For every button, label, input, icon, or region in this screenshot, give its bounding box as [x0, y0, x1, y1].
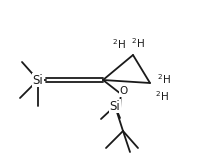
Text: O: O — [119, 86, 128, 96]
Text: $\mathregular{^2}$H: $\mathregular{^2}$H — [154, 89, 168, 103]
Text: $\mathregular{^2}$H: $\mathregular{^2}$H — [111, 37, 125, 51]
Text: Si: Si — [109, 100, 120, 113]
Text: $\mathregular{^2}$H: $\mathregular{^2}$H — [156, 72, 170, 86]
Text: Si: Si — [32, 73, 43, 86]
Text: $\mathregular{^2}$H: $\mathregular{^2}$H — [130, 36, 144, 50]
